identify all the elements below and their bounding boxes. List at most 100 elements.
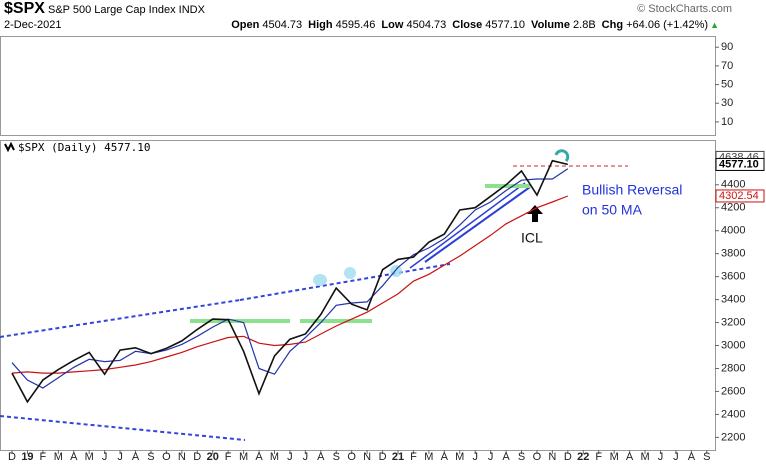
- x-tick-label: J: [102, 451, 108, 463]
- quote-value: 4595.46: [335, 19, 376, 31]
- y-tick-label: 3400: [721, 293, 745, 305]
- x-tick-label: A: [688, 451, 696, 463]
- price-label-box: [715, 157, 765, 171]
- quote-label: High: [308, 19, 333, 31]
- legend-name: $SPX (Daily): [18, 141, 97, 154]
- y-tick-label: 2400: [721, 408, 745, 420]
- symbol: $SPX: [4, 0, 45, 17]
- x-tick-label: F: [40, 451, 47, 463]
- price-line: [11, 159, 568, 404]
- price-panel: [0, 140, 716, 451]
- x-tick-label: O: [347, 451, 356, 463]
- y-tick-label: 3000: [721, 339, 745, 351]
- quote-label: Chg: [601, 19, 624, 31]
- annotation: Bullish Reversal: [582, 182, 682, 198]
- legend: $SPX (Daily) 4577.10: [18, 141, 150, 154]
- exchange: INDX: [178, 4, 205, 16]
- x-tick-label: M: [455, 451, 464, 463]
- direction: ▲: [710, 20, 719, 30]
- x-tick-label: O: [162, 451, 171, 463]
- quote-label: Volume: [531, 19, 570, 31]
- y-tick-label: 4200: [721, 202, 745, 214]
- x-tick-label: J: [658, 451, 664, 463]
- y-tick-label: 70: [721, 60, 733, 72]
- quote-label: Low: [381, 19, 404, 31]
- y-tick-label: 4400: [721, 179, 745, 191]
- x-tick-label: J: [287, 451, 293, 463]
- y-tick-label: 30: [721, 97, 733, 109]
- x-tick-label: S: [518, 451, 525, 463]
- index-name: S&P 500 Large Cap Index: [47, 4, 176, 16]
- y-tick-label: 3200: [721, 316, 745, 328]
- x-tick-label: N: [363, 451, 371, 463]
- quote-value: +64.06 (+1.42%): [626, 19, 709, 31]
- annotation: on 50 MA: [582, 202, 643, 218]
- y-tick-label: 3800: [721, 248, 745, 260]
- x-tick-label: D: [8, 451, 16, 463]
- y-tick-label: 3600: [721, 271, 745, 283]
- x-tick-label: S: [703, 451, 710, 463]
- quote-label: Close: [452, 19, 483, 31]
- quote-value: 4504.73: [262, 19, 303, 31]
- x-tick-label: D: [564, 451, 572, 463]
- x-tick-label: A: [255, 451, 263, 463]
- x-tick-label: A: [70, 451, 78, 463]
- x-tick-label: M: [424, 451, 433, 463]
- x-tick-label: A: [626, 451, 634, 463]
- moving-average: [11, 168, 569, 389]
- trendline: [409, 182, 526, 269]
- price-label-box: [715, 189, 765, 203]
- y-tick-label: 90: [721, 41, 733, 53]
- date: 2-Dec-2021: [4, 19, 62, 31]
- x-tick-label: 19: [21, 451, 33, 463]
- x-tick-label: M: [270, 451, 279, 463]
- x-tick-label: A: [441, 451, 449, 463]
- moving-average: [11, 195, 569, 374]
- x-tick-label: J: [673, 451, 679, 463]
- y-tick-label: 2800: [721, 362, 745, 374]
- y-tick-label: 2200: [721, 431, 745, 443]
- x-tick-label: O: [533, 451, 542, 463]
- legend-value: 4577.10: [104, 141, 150, 154]
- y-tick-label: 10: [721, 116, 733, 128]
- x-tick-label: J: [117, 451, 123, 463]
- x-tick-label: S: [147, 451, 154, 463]
- quote-value: 4504.73: [406, 19, 447, 31]
- x-tick-label: M: [610, 451, 619, 463]
- x-tick-label: D: [379, 451, 387, 463]
- title-row: $SPX S&P 500 Large Cap Index INDX: [4, 0, 205, 17]
- x-tick-label: J: [488, 451, 494, 463]
- annotation: ICL: [521, 230, 543, 246]
- quote-row: 2-Dec-2021 Open 4504.73 High 4595.46 Low 4…: [4, 19, 719, 31]
- x-tick-label: N: [178, 451, 186, 463]
- quote-value: 2.8B: [573, 19, 596, 31]
- trendline: [0, 415, 246, 441]
- x-tick-label: A: [502, 451, 510, 463]
- quote-value: 4577.10: [485, 19, 526, 31]
- x-tick-label: M: [640, 451, 649, 463]
- price-label: 4577.10: [719, 158, 759, 170]
- y-tick-label: 50: [721, 78, 733, 90]
- y-tick-label: 4000: [721, 225, 745, 237]
- x-tick-label: M: [239, 451, 248, 463]
- x-tick-label: F: [595, 451, 602, 463]
- x-tick-label: J: [472, 451, 478, 463]
- highlight: [554, 149, 570, 163]
- price-label: 4302.54: [719, 190, 759, 202]
- x-tick-label: D: [193, 451, 201, 463]
- indicator-panel: [0, 36, 716, 136]
- x-tick-label: 20: [207, 451, 219, 463]
- x-tick-label: F: [225, 451, 232, 463]
- x-tick-label: M: [54, 451, 63, 463]
- legend-icon: [4, 141, 15, 153]
- x-tick-label: 21: [392, 451, 404, 463]
- x-tick-label: J: [303, 451, 309, 463]
- x-tick-label: 22: [577, 451, 589, 463]
- arrow: [527, 205, 543, 222]
- quote: Open 4504.73 High 4595.46 Low 4504.73 Close…: [225, 19, 719, 31]
- watermark: © StockCharts.com: [637, 3, 732, 15]
- quote-label: Open: [231, 19, 260, 31]
- x-tick-label: A: [132, 451, 140, 463]
- x-tick-label: A: [317, 451, 325, 463]
